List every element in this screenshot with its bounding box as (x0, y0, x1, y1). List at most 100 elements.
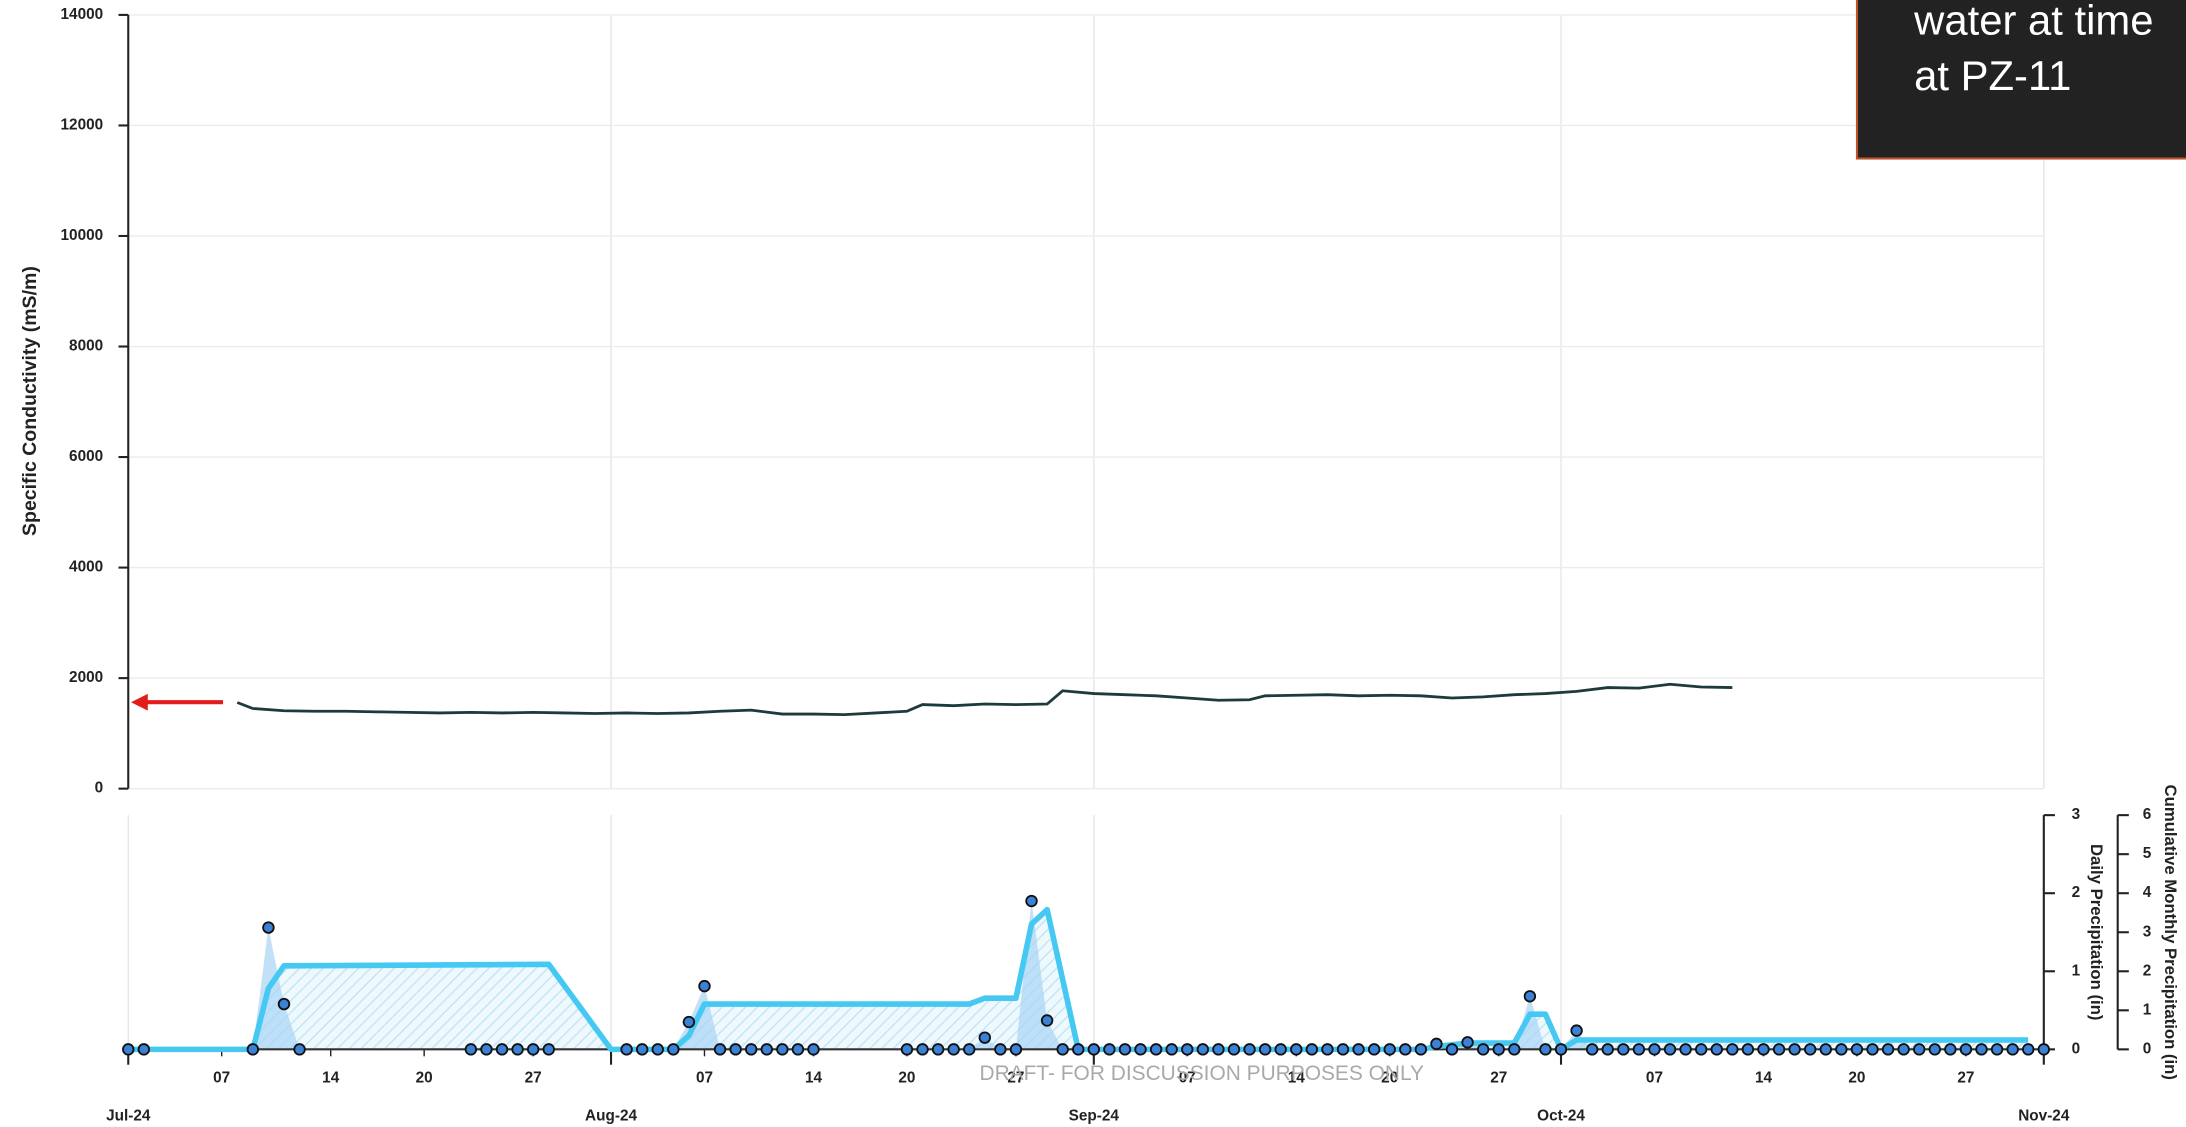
y-tick-label: 4000 (69, 559, 103, 576)
daily-point (1850, 1043, 1864, 1056)
daily-point (1866, 1043, 1879, 1056)
x-tick-label: 20 (416, 1070, 433, 1087)
daily-point (1430, 1037, 1443, 1051)
x-tick-label: Nov-24 (2018, 1107, 2070, 1124)
daily-point (1601, 1043, 1614, 1056)
y-tick-label: 14000 (61, 6, 104, 23)
daily-point (137, 1043, 151, 1056)
daily-point (1274, 1043, 1287, 1056)
daily-point (1087, 1043, 1101, 1056)
x-tick-label: 07 (696, 1070, 713, 1087)
y-tick-label: 6000 (69, 448, 103, 465)
daily-point (1663, 1043, 1677, 1056)
daily-point (480, 1043, 493, 1056)
daily-point (1617, 1043, 1630, 1056)
daily-point (713, 1043, 727, 1056)
daily-point (776, 1043, 789, 1056)
x-tick-label: 07 (1179, 1070, 1196, 1087)
daily-point (1445, 1043, 1459, 1056)
y-tick-label: 3 (2072, 806, 2081, 823)
daily-point (1741, 1043, 1755, 1056)
y2-tick-label: 5 (2143, 845, 2152, 862)
x-tick-label: 14 (1288, 1070, 1306, 1087)
daily-point (1554, 1043, 1568, 1056)
watermark: DRAFT- FOR DISCUSSION PURPOSES ONLY (979, 1062, 1424, 1085)
daily-point (1726, 1043, 1739, 1056)
daily-point (1508, 1043, 1521, 1056)
daily-point (1040, 1014, 1054, 1027)
daily-point (464, 1043, 478, 1056)
annotation-box (1855, 0, 2186, 160)
daily-point (1399, 1043, 1412, 1056)
y2-tick-label: 4 (2143, 884, 2152, 901)
y2-tick-label: 1 (2143, 1001, 2152, 1018)
y-tick-label: 8000 (69, 338, 103, 355)
daily-point (1648, 1043, 1661, 1056)
daily-point (1383, 1043, 1396, 1056)
daily-point (682, 1015, 696, 1029)
daily-point (947, 1043, 960, 1056)
daily-point (2006, 1043, 2019, 1056)
y-tick-label: 10000 (61, 227, 104, 244)
y2-axis-label: Cumulative Monthly Precipitation (in) (2161, 785, 2180, 1080)
daily-point (1632, 1043, 1646, 1056)
daily-point (1243, 1043, 1256, 1056)
daily-point (1881, 1043, 1895, 1056)
daily-point (1321, 1043, 1334, 1056)
daily-point (246, 1043, 260, 1056)
daily-point (1009, 1043, 1023, 1056)
x-tick-label: 27 (1957, 1070, 1974, 1087)
daily-point (542, 1043, 555, 1056)
daily-point (1679, 1043, 1692, 1056)
daily-point (744, 1043, 758, 1056)
y-tick-label: 1 (2072, 962, 2081, 979)
daily-point (1305, 1043, 1319, 1056)
daily-point (1227, 1043, 1241, 1056)
daily-point (1835, 1043, 1848, 1056)
daily-point (1352, 1043, 1365, 1056)
daily-point (1212, 1043, 1225, 1056)
daily-point (1476, 1043, 1490, 1056)
daily-point (620, 1043, 633, 1056)
daily-point (1913, 1043, 1926, 1056)
daily-point (1461, 1036, 1474, 1049)
daily-point (1072, 1043, 1085, 1056)
daily-point (1056, 1043, 1069, 1056)
x-tick-label: Aug-24 (585, 1107, 637, 1124)
y2-tick-label: 3 (2143, 923, 2152, 940)
x-tick-label: 27 (525, 1070, 542, 1087)
daily-point (1710, 1043, 1723, 1056)
annotation: water at time (1913, 0, 2153, 43)
x-tick-label: 27 (1490, 1070, 1507, 1087)
x-tick-label: 07 (213, 1070, 230, 1087)
cumulative-area (128, 909, 2029, 1050)
daily-point (1570, 1024, 1583, 1037)
daily-point (1149, 1043, 1163, 1056)
x-tick-label: 14 (1755, 1070, 1773, 1087)
daily-point (1414, 1043, 1428, 1056)
x-tick-label: Oct-24 (1537, 1107, 1585, 1124)
x-tick-label: 20 (898, 1070, 915, 1087)
daily-point (1694, 1043, 1708, 1056)
daily-point (916, 1043, 929, 1056)
daily-point (760, 1043, 773, 1056)
daily-point (978, 1031, 992, 1044)
daily-point (1757, 1043, 1770, 1056)
daily-point (651, 1043, 664, 1056)
daily-point (1772, 1043, 1786, 1056)
y-tick-label: 2 (2072, 884, 2081, 901)
daily-point (791, 1043, 805, 1056)
daily-point (1258, 1043, 1272, 1056)
x-tick-label: 07 (1646, 1070, 1663, 1087)
x-tick-label: 27 (1007, 1070, 1024, 1087)
daily-point (1492, 1043, 1505, 1056)
conductivity-line (236, 682, 1733, 717)
daily-point (1928, 1043, 1941, 1056)
y2-tick-label: 6 (2143, 806, 2152, 823)
daily-point (1196, 1043, 1210, 1056)
daily-point (262, 921, 275, 934)
daily-point (1025, 894, 1038, 908)
arrow (131, 693, 224, 711)
